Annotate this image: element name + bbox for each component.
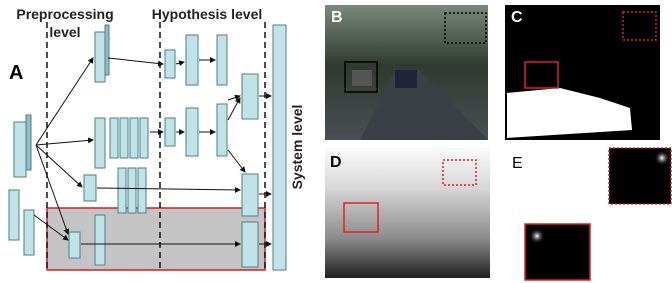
panel-label: C (511, 9, 523, 26)
panel-label: B (331, 9, 343, 26)
panel-label: D (330, 154, 342, 171)
header: level (49, 24, 80, 40)
system-label: System level (289, 105, 305, 190)
depth-map (325, 148, 490, 278)
panel-c: C (505, 5, 660, 140)
panel-d: D (325, 148, 490, 278)
panel-label: A (9, 62, 23, 84)
header: Preprocessing (16, 6, 113, 22)
panel-e: E (512, 148, 671, 280)
figure: Preprocessing level Hypothesis level A S… (0, 0, 672, 283)
system-bar (273, 25, 286, 270)
panel-b: B (325, 5, 488, 140)
panel-a: Preprocessing level Hypothesis level A S… (9, 6, 305, 270)
panel-label: E (512, 155, 523, 172)
header: Hypothesis level (152, 6, 263, 22)
